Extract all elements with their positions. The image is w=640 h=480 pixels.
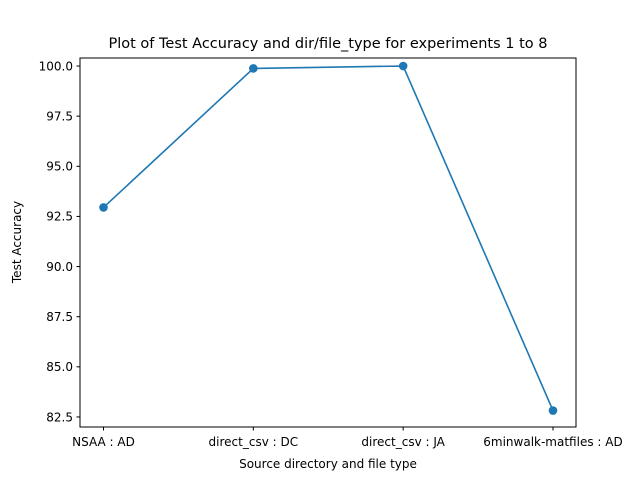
chart-title: Plot of Test Accuracy and dir/file_type … bbox=[108, 36, 547, 52]
y-tick-label: 95.0 bbox=[46, 160, 73, 174]
y-tick-label: 82.5 bbox=[46, 410, 73, 424]
x-tick-label: NSAA : AD bbox=[72, 435, 135, 449]
x-tick-label: direct_csv : JA bbox=[361, 435, 445, 449]
x-tick-label: direct_csv : DC bbox=[209, 435, 299, 449]
y-axis-label: Test Accuracy bbox=[10, 201, 24, 284]
y-tick-label: 97.5 bbox=[46, 109, 73, 123]
y-tick-label: 87.5 bbox=[46, 310, 73, 324]
series-line bbox=[102, 65, 554, 411]
x-axis-ticks: NSAA : AD direct_csv : DC direct_csv : JA 6… bbox=[72, 427, 623, 449]
y-tick-label: 85.0 bbox=[46, 360, 73, 374]
series-layer bbox=[99, 61, 558, 415]
x-axis-label: Source directory and file type bbox=[239, 457, 417, 471]
y-axis-ticks: 82.5 85.0 87.5 90.0 92.5 95.0 97.5 100.0 bbox=[39, 59, 80, 424]
data-point bbox=[249, 64, 258, 73]
data-point bbox=[398, 61, 408, 71]
y-tick-label: 90.0 bbox=[46, 260, 73, 274]
plot-frame bbox=[79, 57, 577, 428]
y-tick-label: 100.0 bbox=[39, 59, 73, 73]
x-tick-label: 6minwalk-matfiles : AD bbox=[483, 435, 622, 449]
y-tick-label: 92.5 bbox=[46, 210, 73, 224]
data-point bbox=[99, 203, 108, 212]
data-point bbox=[548, 406, 558, 415]
